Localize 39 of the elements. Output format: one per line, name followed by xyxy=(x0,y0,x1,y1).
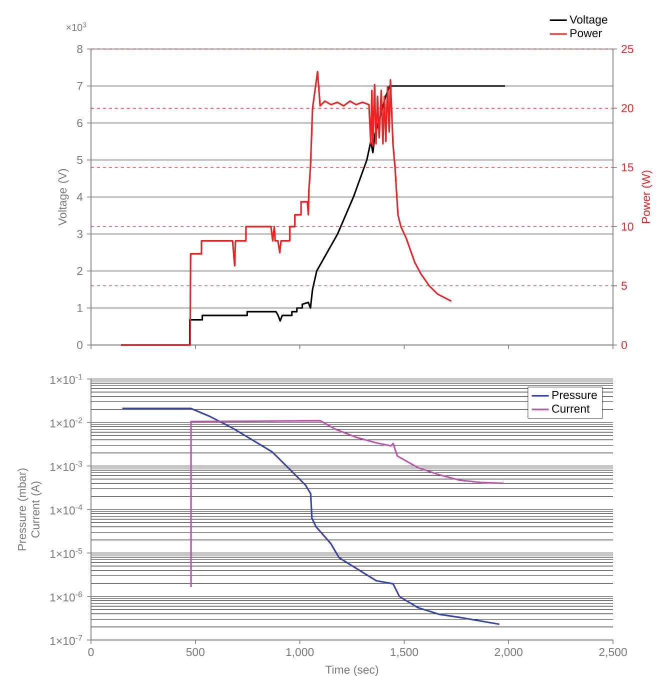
y-tick-label: 1×10$^{-4}$ xyxy=(50,504,82,514)
x-tick-label: 0 xyxy=(88,648,94,656)
y-tick-label: 1×10$^{-3}$ xyxy=(50,460,82,472)
legend-label: Current xyxy=(552,404,590,413)
legend-label: Power xyxy=(570,29,602,38)
y2-tick-label: 5 xyxy=(621,282,627,290)
x-tick-label: 1,000 xyxy=(286,648,314,658)
legend-label: Voltage xyxy=(570,15,608,26)
y-axis-title: Pressure (mbar) Current (A) xyxy=(18,468,42,550)
line-series xyxy=(190,420,504,588)
y-tick-label: 1×10$^{-6}$ xyxy=(50,591,82,602)
x-axis-title: Time (sec) xyxy=(325,665,378,676)
y-tick-label: 8 xyxy=(77,44,82,54)
y-tick-label: 4 xyxy=(76,193,83,201)
x-tick-label: 2,500 xyxy=(599,648,627,658)
y-axis-title: Voltage (V) xyxy=(58,169,69,226)
x-tick-label: 500 xyxy=(186,648,205,656)
y2-tick-label: 0 xyxy=(621,340,627,350)
line-series xyxy=(122,408,500,626)
y-tick-label: 6 xyxy=(77,118,82,128)
x-tick-label: 2,000 xyxy=(494,648,522,658)
y-tick-label: 1×10$^{-1}$ xyxy=(50,374,82,384)
y-tick-label: 2 xyxy=(77,266,82,275)
y2-tick-label: 15 xyxy=(622,163,634,172)
y-tick-label: 5 xyxy=(77,156,82,164)
y-tick-label: 3 xyxy=(77,230,82,238)
y2-tick-label: 20 xyxy=(622,104,634,112)
y-tick-label: 1 xyxy=(77,304,82,312)
legend-label: Pressure xyxy=(552,391,597,400)
y-tick-label: 1×10$^{-5}$ xyxy=(50,548,82,558)
y2-tick-label: 25 xyxy=(622,44,634,54)
y2-tick-label: 10 xyxy=(622,222,634,231)
y-tick-label: 7 xyxy=(77,82,82,90)
y2-axis-title: Power (W) xyxy=(642,170,652,224)
y-tick-label: 1×10$^{-2}$ xyxy=(50,417,82,428)
y-tick-label: 1×10$^{-7}$ xyxy=(50,635,82,645)
text: ×10$^{3}$ xyxy=(66,22,86,31)
x-tick-label: 1,500 xyxy=(390,648,418,658)
y-tick-label: 0 xyxy=(77,340,83,350)
